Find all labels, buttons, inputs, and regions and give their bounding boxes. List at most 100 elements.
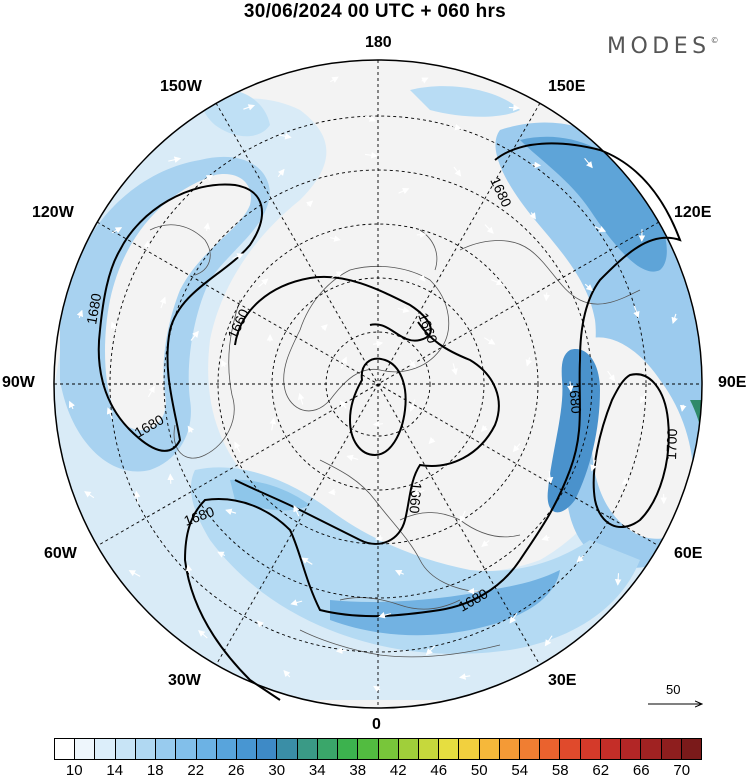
colorbar-cell (600, 739, 622, 759)
lon-label-90w: 90W (2, 374, 35, 391)
wind-vector (76, 309, 84, 319)
logo-text: MODES (607, 34, 711, 59)
colorbar-cell (358, 739, 379, 759)
wind-vector (335, 647, 347, 654)
colorbar-tick-label: 46 (430, 762, 448, 779)
wind-vector (481, 540, 490, 547)
colorbar-cell (135, 739, 157, 759)
colorbar-tick-label: 70 (673, 762, 691, 779)
wind-vector (590, 459, 597, 472)
colorbar-cell (459, 739, 480, 759)
wind-vector (185, 564, 193, 575)
wind-vector (339, 400, 347, 409)
wind-vector (373, 340, 384, 348)
wind-vector (187, 425, 195, 433)
wind-vector (480, 424, 488, 433)
wind-vector (614, 573, 622, 586)
colorbar-cell (277, 739, 298, 759)
wind-vector (512, 443, 521, 453)
wind-vector (293, 505, 300, 517)
graticule (54, 60, 702, 708)
wind-vector (258, 278, 269, 288)
colorbar-tick-label: 54 (511, 762, 529, 779)
wind-vector (541, 534, 550, 541)
wind-vector (671, 313, 678, 325)
contour-label: 1700 (663, 428, 680, 460)
colorbar (54, 738, 702, 760)
wind-vector (607, 370, 616, 382)
wind-vector (546, 470, 554, 484)
colorbar-cell (236, 739, 258, 759)
colorbar-cell (439, 739, 460, 759)
wind-vector (217, 551, 226, 558)
lon-label-60e: 60E (674, 545, 703, 562)
colorbar-cell (479, 739, 500, 759)
wind-vector (298, 392, 305, 405)
contour-label-group: 1680 1680 1680 1680 1680 1680 1660 1660 … (83, 175, 680, 615)
colorbar-tick-label: 38 (349, 762, 367, 779)
wind-vector (198, 629, 208, 639)
colorbar-tick-label: 18 (146, 762, 164, 779)
wind-vector (584, 157, 593, 169)
wind-vector (364, 115, 377, 122)
wind-vector (110, 321, 118, 332)
colorbar-tick-label: 34 (308, 762, 326, 779)
wind-vector (576, 555, 585, 563)
wind-vector (544, 635, 553, 647)
colorbar-cell (317, 739, 339, 759)
wind-vector (621, 478, 629, 485)
colorbar-cell (540, 739, 561, 759)
wind-vector (283, 669, 291, 678)
wind-vector (290, 599, 303, 606)
colorbar-cell (398, 739, 419, 759)
lon-label-120e: 120E (674, 204, 712, 221)
wind-vector (301, 557, 313, 565)
wind-vectors (68, 76, 687, 693)
wind-vector (84, 491, 95, 499)
wind-vector (451, 363, 458, 376)
wind-vector (418, 274, 426, 282)
wind-vector (373, 685, 381, 693)
wind-vector (159, 296, 167, 309)
colorbar-tick-label: 42 (389, 762, 407, 779)
colorbar-cell (681, 739, 701, 759)
globe-border (53, 59, 703, 709)
wind-vector (543, 292, 550, 302)
colorbar-cell (641, 739, 662, 759)
wind-vector (330, 76, 339, 83)
wind-vector (133, 490, 141, 504)
colorbar-cell (580, 739, 601, 759)
wind-vector (484, 224, 494, 234)
wind-vector (508, 104, 520, 112)
lon-label-150e: 150E (548, 78, 586, 95)
wind-vector (328, 488, 336, 496)
wind-vector (425, 645, 436, 656)
wind-vector (190, 330, 199, 341)
wind-vector (416, 231, 427, 238)
colorbar-cell (297, 739, 318, 759)
wind-vector (340, 356, 347, 369)
wind-vector (640, 392, 647, 404)
lon-label-30e: 30E (548, 672, 577, 689)
lon-label-0: 0 (372, 716, 381, 733)
wind-vector (409, 399, 416, 412)
wind-vector (453, 166, 462, 177)
wind-vector (490, 279, 504, 286)
wind-vector (256, 620, 264, 628)
wind-vector (167, 473, 174, 484)
wind-vector (421, 77, 429, 84)
colorbar-tick-label: 22 (187, 762, 205, 779)
wind-vector (225, 508, 237, 515)
colorbar-cell (55, 739, 76, 759)
wind-vector (346, 454, 359, 462)
wind-vector (397, 306, 410, 314)
wind-vector (111, 227, 123, 234)
wind-vector (452, 123, 462, 131)
wind-vector (243, 104, 256, 111)
lon-label-60w: 60W (44, 545, 77, 562)
colorbar-cell (196, 739, 217, 759)
wind-vector (143, 240, 151, 249)
colorbar-cell (75, 739, 96, 759)
wind-vector (428, 437, 436, 445)
wind-vector (411, 489, 425, 496)
